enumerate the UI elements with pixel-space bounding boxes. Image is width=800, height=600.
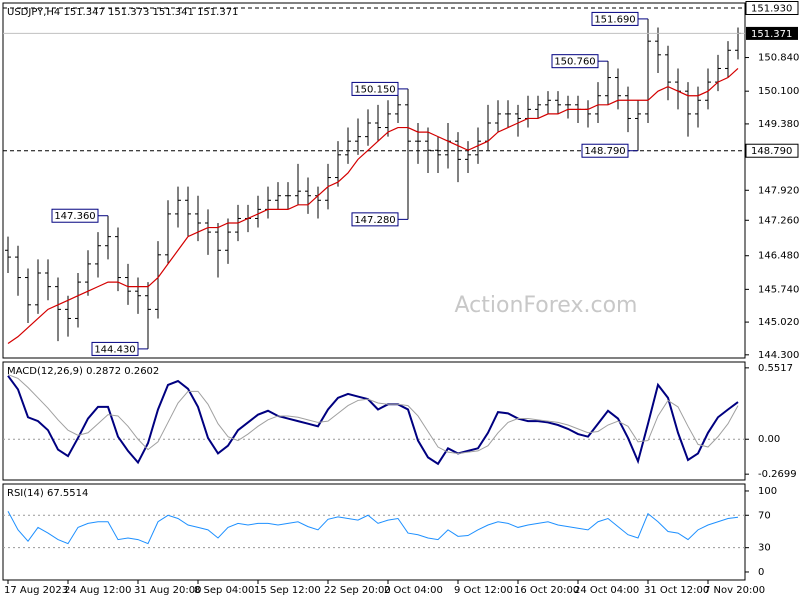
last-price-box: [746, 26, 798, 40]
x-tick-label: 7 Nov 20:00: [704, 585, 765, 596]
y-tick-label: 0: [758, 567, 764, 578]
x-tick-label: 2 Oct 04:00: [384, 585, 443, 596]
x-tick-label: 16 Oct 20:00: [514, 585, 579, 596]
annotation-box: [351, 212, 399, 227]
y-tick-label: 149.380: [758, 119, 799, 130]
panel-title: MACD(12,26,9) 0.2872 0.2602: [7, 366, 159, 377]
panel-frame: [2, 483, 746, 581]
x-tick-label: 15 Sep 12:00: [254, 585, 321, 596]
panel-frame: [2, 2, 746, 359]
level-box: [745, 143, 799, 158]
y-tick-label: 145.020: [758, 317, 799, 328]
annotation-label: 147.360: [54, 211, 95, 222]
y-tick-label: 150.840: [758, 53, 799, 64]
y-tick-label: 0.5517: [758, 363, 793, 374]
annotation-box: [551, 54, 599, 69]
annotation-label: 150.760: [554, 57, 595, 68]
annotation-box: [591, 11, 639, 26]
panel-frame: [2, 361, 746, 481]
watermark: ActionForex.com: [455, 293, 638, 318]
panel-title: USDJPY,H4 151.347 151.373 151.341 151.37…: [7, 7, 238, 18]
level-label: 148.790: [751, 146, 792, 157]
level-label: 151.930: [751, 4, 792, 15]
y-tick-label: 100: [758, 486, 777, 497]
indicator-line: [7, 374, 739, 454]
annotation-box: [351, 81, 399, 96]
annotation-box: [51, 208, 99, 223]
y-tick-label: 146.480: [758, 251, 799, 262]
y-tick-label: 30: [758, 543, 771, 554]
annotation-label: 148.790: [584, 146, 625, 157]
annotation-label: 150.150: [354, 84, 395, 95]
y-tick-label: 144.300: [758, 350, 799, 361]
level-box: [745, 0, 799, 15]
y-tick-label: 147.260: [758, 215, 799, 226]
y-tick-label: 145.740: [758, 284, 799, 295]
x-tick-label: 31 Aug 20:00: [134, 585, 201, 596]
annotation-box: [91, 341, 139, 356]
y-tick-label: 147.920: [758, 185, 799, 196]
x-tick-label: 22 Sep 20:00: [324, 585, 391, 596]
y-tick-label: 150.100: [758, 86, 799, 97]
annotation-label: 147.280: [354, 215, 395, 226]
indicator-line: [7, 510, 739, 545]
x-tick-label: 17 Aug 2023: [4, 585, 68, 596]
annotation-box: [581, 143, 629, 158]
panel-title: RSI(14) 67.5514: [7, 488, 88, 499]
x-tick-label: 9 Oct 12:00: [454, 585, 513, 596]
x-tick-label: 24 Oct 04:00: [574, 585, 639, 596]
moving-average: [7, 68, 739, 344]
x-tick-label: 31 Oct 12:00: [644, 585, 709, 596]
annotation-label: 144.430: [94, 344, 135, 355]
indicator-line: [7, 375, 739, 466]
y-tick-label: -0.2699: [758, 469, 797, 480]
last-price-label: 151.371: [751, 29, 792, 40]
annotation-label: 151.690: [594, 14, 635, 25]
y-tick-label: 70: [758, 510, 771, 521]
x-tick-label: 8 Sep 04:00: [194, 585, 254, 596]
x-tick-label: 24 Aug 12:00: [64, 585, 131, 596]
y-tick-label: 0.00: [758, 434, 780, 445]
